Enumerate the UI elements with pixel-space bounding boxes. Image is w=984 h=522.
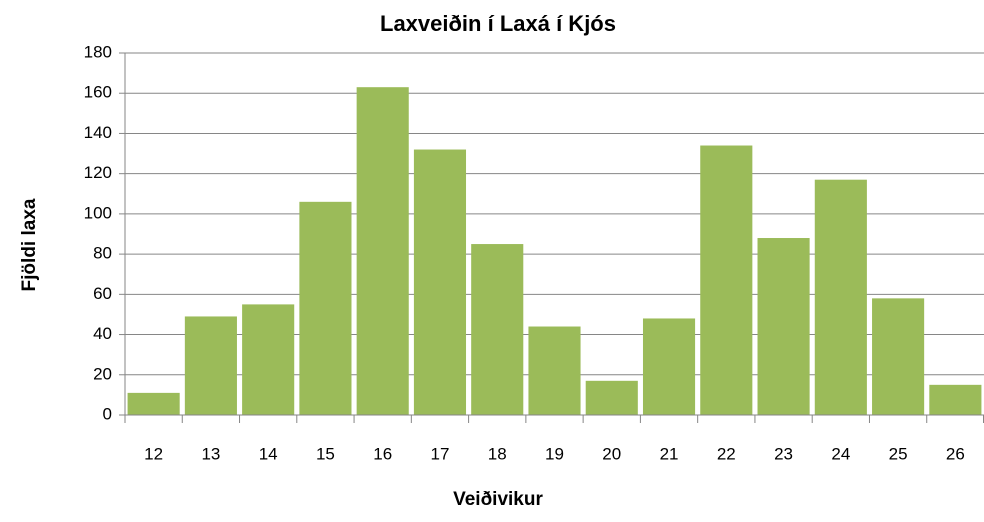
bar <box>184 316 237 415</box>
bar <box>814 179 867 415</box>
bar <box>356 87 409 415</box>
x-tick-label: 19 <box>545 444 564 463</box>
bar <box>700 145 753 415</box>
y-tick-label: 160 <box>84 83 112 102</box>
bar <box>299 201 352 415</box>
y-axis-label: Fjöldi laxa <box>19 198 40 291</box>
x-tick-label: 24 <box>831 444 850 463</box>
x-tick-label: 25 <box>889 444 908 463</box>
x-tick-label: 26 <box>946 444 965 463</box>
bar <box>872 298 925 415</box>
x-tick-label: 13 <box>201 444 220 463</box>
chart-title: Laxveiðin í Laxá í Kjós <box>380 11 616 36</box>
y-tick-label: 120 <box>84 163 112 182</box>
x-tick-label: 22 <box>717 444 736 463</box>
y-tick-label: 80 <box>93 244 112 263</box>
x-tick-label: 16 <box>373 444 392 463</box>
bar <box>413 149 467 416</box>
bar <box>242 304 295 415</box>
bar <box>642 318 696 415</box>
x-tick-label: 23 <box>774 444 793 463</box>
y-tick-label: 100 <box>84 203 112 222</box>
bar <box>471 244 524 415</box>
x-tick-label: 20 <box>602 444 621 463</box>
x-tick-label: 15 <box>316 444 335 463</box>
y-tick-label: 40 <box>93 324 112 343</box>
x-tick-label: 14 <box>259 444 278 463</box>
x-tick-label: 18 <box>488 444 507 463</box>
bar <box>528 326 581 415</box>
y-tick-label: 60 <box>93 284 112 303</box>
bar <box>929 384 982 415</box>
x-tick-label: 17 <box>431 444 450 463</box>
bar <box>127 392 180 415</box>
x-tick-label: 12 <box>144 444 163 463</box>
y-tick-label: 20 <box>93 364 112 383</box>
y-tick-label: 180 <box>84 42 112 61</box>
x-axis-label: Veiðivikur <box>453 489 543 510</box>
x-tick-label: 21 <box>660 444 679 463</box>
bar <box>585 380 638 415</box>
y-tick-label: 140 <box>84 123 112 142</box>
y-tick-label: 0 <box>103 404 112 423</box>
bar <box>757 238 810 415</box>
